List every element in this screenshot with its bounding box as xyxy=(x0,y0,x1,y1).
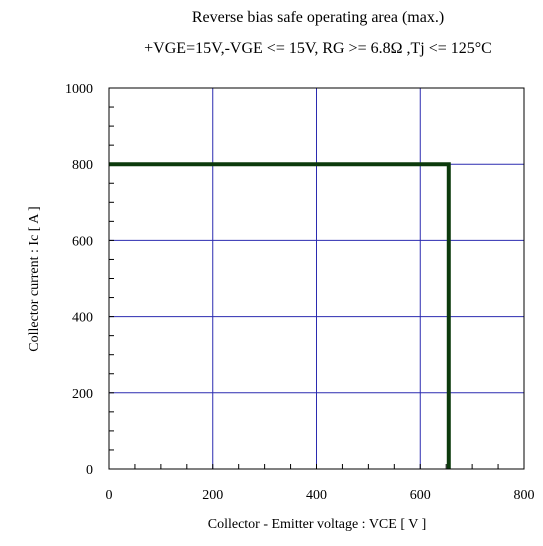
y-tick-label: 600 xyxy=(72,234,93,249)
x-tick-label: 200 xyxy=(202,488,223,503)
x-tick-label: 0 xyxy=(106,488,113,503)
y-tick-label: 400 xyxy=(72,311,93,326)
plot-frame xyxy=(108,87,525,470)
x-tick-label: 800 xyxy=(514,488,535,503)
x-tick-labels: 0 200 400 600 800 xyxy=(106,488,535,503)
y-axis-label: Collector current : Ic [ A ] xyxy=(27,206,42,351)
x-tick-label: 600 xyxy=(410,488,431,503)
x-tick-label: 400 xyxy=(306,488,327,503)
series-line-1 xyxy=(109,162,451,469)
chart-subtitle: +VGE=15V,-VGE <= 15V, RG >= 6.8Ω ,Tj <= … xyxy=(144,40,492,57)
x-axis-label: Collector - Emitter voltage : VCE [ V ] xyxy=(208,517,427,532)
y-tick-label: 1000 xyxy=(65,82,93,97)
y-tick-label: 200 xyxy=(72,387,93,402)
y-tick-label: 800 xyxy=(72,158,93,173)
series-layer xyxy=(109,162,451,469)
grid xyxy=(109,88,524,469)
y-tick-labels: 0 200 400 600 800 1000 xyxy=(65,82,93,478)
y-tick-label: 0 xyxy=(86,463,93,478)
chart-title: Reverse bias safe operating area (max.) xyxy=(192,9,444,26)
